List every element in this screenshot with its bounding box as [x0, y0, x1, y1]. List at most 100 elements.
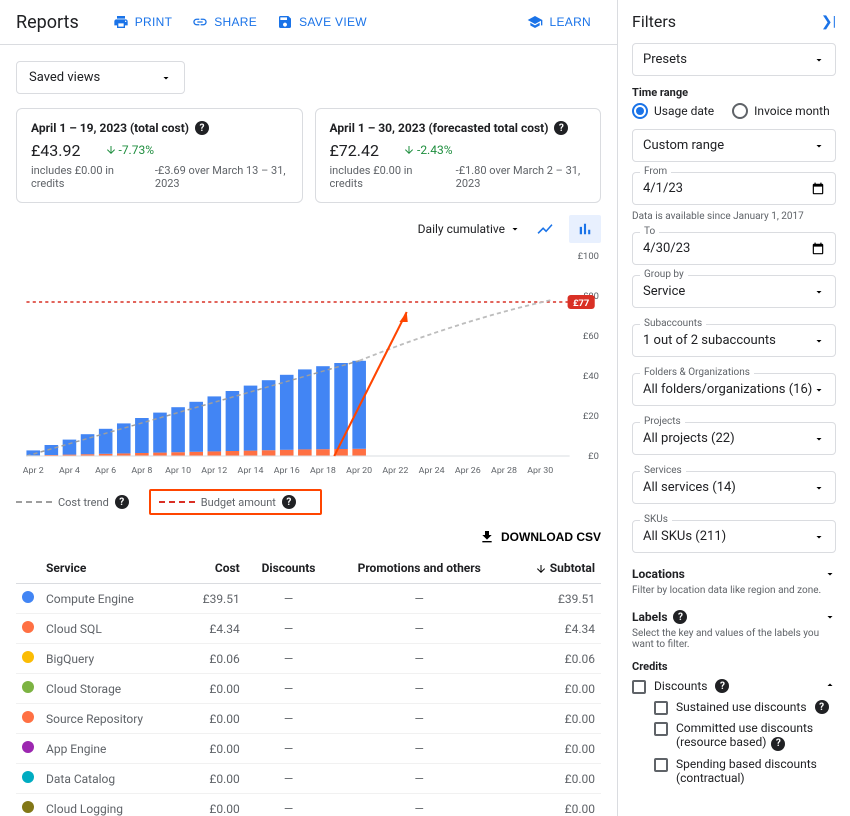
save-view-button[interactable]: SAVE VIEW — [267, 8, 377, 36]
svg-text:Apr 2: Apr 2 — [23, 466, 44, 476]
to-date-input[interactable]: 4/30/23 — [632, 232, 836, 265]
svg-text:£60: £60 — [583, 331, 599, 342]
bar-chart-toggle[interactable] — [569, 215, 601, 243]
col-cost[interactable]: Cost — [182, 553, 246, 584]
saved-views-select[interactable]: Saved views — [16, 61, 185, 94]
spending-checkbox[interactable]: Spending based discounts (contractual) — [654, 757, 836, 785]
service-cost: £0.00 — [182, 794, 246, 816]
service-discounts: — — [246, 704, 332, 734]
help-icon[interactable]: ? — [715, 679, 729, 693]
service-name: App Engine — [40, 734, 182, 764]
collapse-filters-icon[interactable]: ❯| — [821, 14, 836, 30]
service-name: BigQuery — [40, 644, 182, 674]
table-row[interactable]: BigQuery £0.06 — — £0.06 — [16, 644, 601, 674]
chevron-down-icon — [824, 568, 836, 580]
chevron-up-icon — [824, 679, 836, 691]
learn-icon — [527, 14, 543, 30]
service-name: Cloud Storage — [40, 674, 182, 704]
header: Reports PRINT SHARE SAVE VIEW LEARN — [0, 0, 617, 45]
table-row[interactable]: Cloud SQL £4.34 — — £4.34 — [16, 614, 601, 644]
table-row[interactable]: Compute Engine £39.51 — — £39.51 — [16, 584, 601, 614]
service-cost: £0.00 — [182, 734, 246, 764]
svg-text:Apr 8: Apr 8 — [131, 466, 152, 476]
download-csv-button[interactable]: DOWNLOAD CSV — [479, 529, 601, 545]
table-row[interactable]: Source Repository £0.00 — — £0.00 — [16, 704, 601, 734]
line-chart-icon — [536, 220, 554, 238]
chevron-down-icon — [813, 384, 825, 396]
line-chart-toggle[interactable] — [529, 215, 561, 243]
svg-text:£20: £20 — [583, 411, 599, 422]
checkbox-icon — [632, 680, 646, 694]
help-icon[interactable]: ? — [771, 737, 785, 751]
col-service[interactable]: Service — [40, 553, 182, 584]
service-cost: £4.34 — [182, 614, 246, 644]
service-color-dot — [22, 651, 34, 663]
service-discounts: — — [246, 584, 332, 614]
col-promos[interactable]: Promotions and others — [331, 553, 507, 584]
svg-text:£0: £0 — [588, 451, 599, 462]
sustained-checkbox[interactable]: Sustained use discounts ? — [654, 700, 836, 715]
share-button[interactable]: SHARE — [182, 8, 267, 36]
help-icon[interactable]: ? — [282, 495, 296, 509]
summary-cards: April 1 – 19, 2023 (total cost) ? £43.92… — [16, 108, 601, 203]
service-subtotal: £0.00 — [507, 734, 601, 764]
svg-text:Apr 24: Apr 24 — [419, 466, 445, 476]
chevron-down-icon — [813, 335, 825, 347]
chevron-down-icon — [813, 531, 825, 543]
service-subtotal: £39.51 — [507, 584, 601, 614]
page-title: Reports — [16, 12, 79, 33]
help-icon[interactable]: ? — [673, 610, 687, 624]
content: Saved views April 1 – 19, 2023 (total co… — [0, 45, 617, 816]
service-cost: £0.06 — [182, 644, 246, 674]
help-icon[interactable]: ? — [554, 121, 568, 135]
service-cost: £39.51 — [182, 584, 246, 614]
help-icon[interactable]: ? — [815, 700, 829, 714]
service-promos: — — [331, 614, 507, 644]
labels-section[interactable]: Labels? — [632, 610, 836, 624]
download-icon — [479, 529, 495, 545]
service-discounts: — — [246, 794, 332, 816]
radio-checked-icon — [632, 103, 648, 119]
chevron-down-icon — [813, 140, 825, 152]
print-icon — [113, 14, 129, 30]
col-discounts[interactable]: Discounts — [246, 553, 332, 584]
service-color-dot — [22, 711, 34, 723]
calendar-icon — [811, 182, 825, 196]
invoice-month-radio[interactable]: Invoice month — [732, 103, 830, 119]
help-icon[interactable]: ? — [195, 121, 209, 135]
usage-date-radio[interactable]: Usage date — [632, 103, 714, 119]
table-row[interactable]: Cloud Storage £0.00 — — £0.00 — [16, 674, 601, 704]
forecast-cost-card: April 1 – 30, 2023 (forecasted total cos… — [315, 108, 602, 203]
service-color-dot — [22, 591, 34, 603]
service-discounts: — — [246, 674, 332, 704]
service-subtotal: £0.06 — [507, 644, 601, 674]
chevron-down-icon — [509, 223, 521, 235]
locations-section[interactable]: Locations — [632, 567, 836, 581]
svg-text:Apr 22: Apr 22 — [382, 466, 408, 476]
service-color-dot — [22, 741, 34, 753]
learn-button[interactable]: LEARN — [517, 8, 601, 36]
table-row[interactable]: Cloud Logging £0.00 — — £0.00 — [16, 794, 601, 816]
svg-text:£40: £40 — [583, 371, 599, 382]
print-button[interactable]: PRINT — [103, 8, 183, 36]
presets-select[interactable]: Presets — [632, 43, 836, 76]
committed-checkbox[interactable]: Committed use discounts (resource based)… — [654, 721, 836, 751]
service-cost: £0.00 — [182, 674, 246, 704]
legend-cost-trend: Cost trend ? — [16, 495, 129, 509]
service-color-dot — [22, 621, 34, 633]
service-discounts: — — [246, 644, 332, 674]
delta-down: -7.73% — [105, 143, 155, 157]
chevron-down-icon — [160, 72, 172, 84]
calendar-icon — [811, 242, 825, 256]
aggregation-select[interactable]: Daily cumulative — [418, 222, 521, 236]
service-discounts: — — [246, 614, 332, 644]
discounts-checkbox[interactable]: Discounts ? — [632, 679, 836, 694]
range-type-select[interactable]: Custom range — [632, 129, 836, 162]
chevron-down-icon — [813, 54, 825, 66]
svg-text:Apr 4: Apr 4 — [59, 466, 80, 476]
help-icon[interactable]: ? — [115, 495, 129, 509]
table-row[interactable]: Data Catalog £0.00 — — £0.00 — [16, 764, 601, 794]
chevron-down-icon — [813, 482, 825, 494]
col-subtotal[interactable]: Subtotal — [507, 553, 601, 584]
table-row[interactable]: App Engine £0.00 — — £0.00 — [16, 734, 601, 764]
